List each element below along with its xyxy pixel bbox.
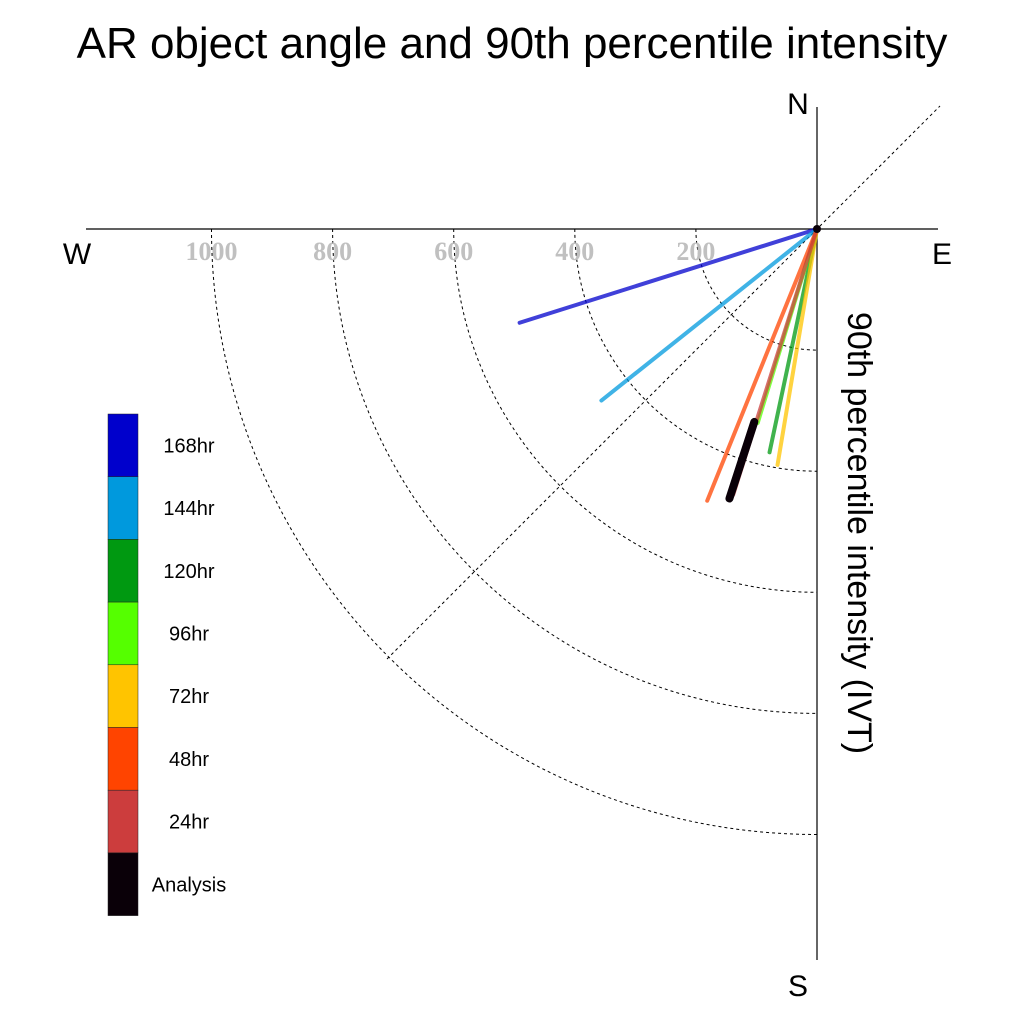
grid-arc-800 bbox=[332, 228, 818, 714]
legend-label: Analysis bbox=[152, 874, 226, 896]
grid-arc-600 bbox=[453, 228, 818, 593]
radial-axis-label: 90th percentile intensity (IVT) bbox=[840, 312, 878, 754]
radial-tick-label: 400 bbox=[555, 237, 594, 266]
legend-label: 24hr bbox=[169, 812, 209, 834]
legend-label: 96hr bbox=[169, 623, 209, 645]
legend-swatch-analysis bbox=[107, 852, 139, 916]
radial-tick-label: 1000 bbox=[186, 237, 238, 266]
compass-east-label: E bbox=[932, 238, 952, 271]
series-line-48hr bbox=[705, 227, 819, 503]
compass-north-label: N bbox=[787, 88, 809, 121]
legend: 168hr 144hr 120hr 96hr 72hr 48hr 24hr Analysis bbox=[107, 413, 226, 916]
series-line-72hr bbox=[775, 227, 819, 467]
legend-swatch-48hr bbox=[107, 727, 139, 791]
series-line-analysis bbox=[725, 417, 759, 503]
legend-swatch-120hr bbox=[107, 539, 139, 603]
diagonal-guide-line bbox=[386, 105, 941, 660]
compass-axes bbox=[86, 105, 941, 960]
compass-west-label: W bbox=[63, 238, 92, 271]
legend-swatch-72hr bbox=[107, 664, 139, 728]
radial-tick-label: 800 bbox=[313, 237, 352, 266]
legend-swatch-24hr bbox=[107, 789, 139, 854]
series-line-168hr bbox=[517, 227, 819, 325]
chart-title: AR object angle and 90th percentile inte… bbox=[77, 19, 948, 68]
legend-swatch-144hr bbox=[107, 476, 139, 540]
legend-label: 48hr bbox=[169, 749, 209, 771]
legend-label: 72hr bbox=[169, 686, 209, 708]
origin-point bbox=[813, 225, 821, 233]
legend-swatch-168hr bbox=[107, 413, 139, 477]
series-line-144hr bbox=[599, 227, 819, 403]
polar-grid bbox=[211, 228, 818, 835]
legend-label: 120hr bbox=[163, 561, 214, 583]
compass-south-label: S bbox=[788, 970, 808, 1003]
grid-arc-1000 bbox=[211, 228, 818, 835]
legend-swatch-96hr bbox=[107, 601, 139, 666]
radial-tick-label: 600 bbox=[434, 237, 473, 266]
legend-label: 144hr bbox=[163, 498, 214, 520]
legend-label: 168hr bbox=[163, 435, 214, 457]
series-lines bbox=[517, 227, 819, 503]
grid-arc-400 bbox=[574, 228, 818, 472]
